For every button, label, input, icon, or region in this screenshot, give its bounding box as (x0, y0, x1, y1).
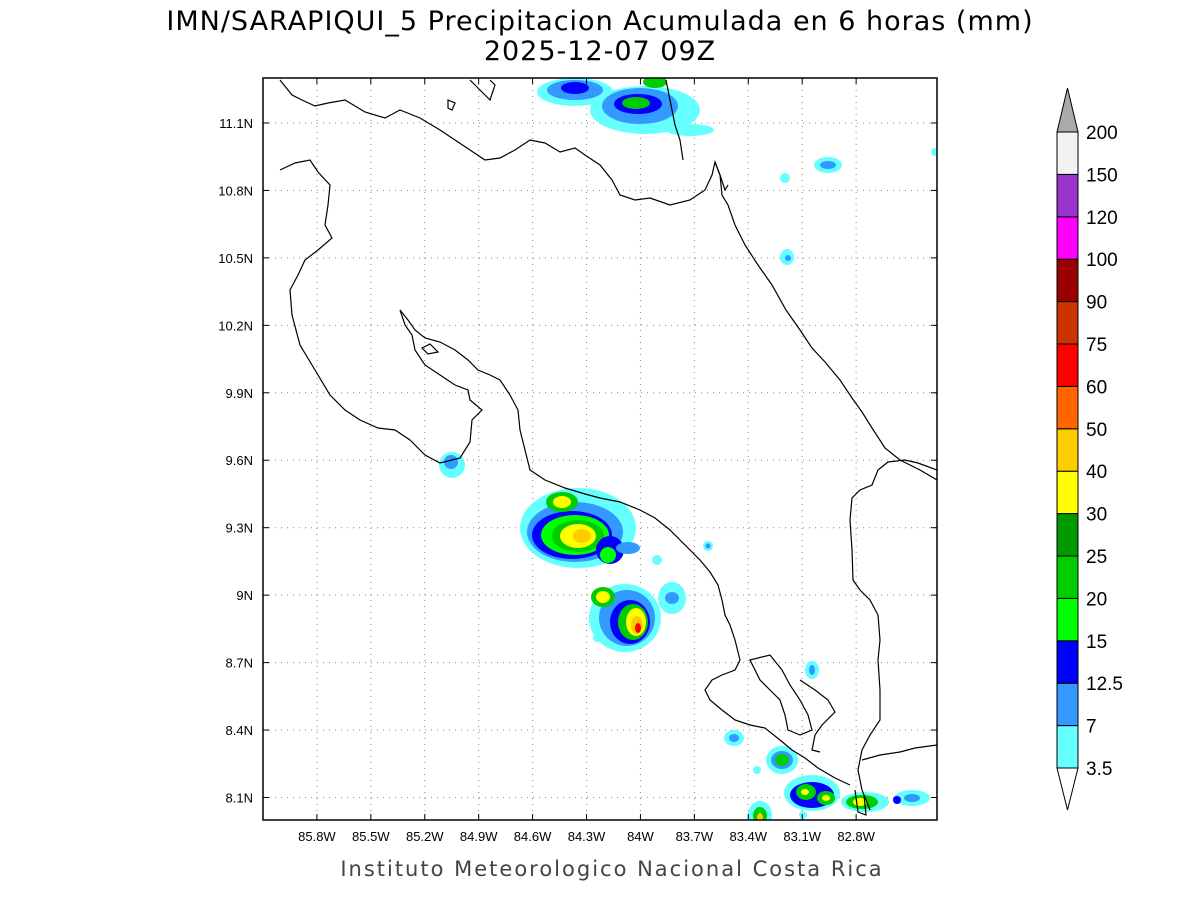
colorbar-swatch (1056, 682, 1079, 727)
lon-tick-label: 82.8W (837, 829, 875, 844)
colorbar-swatch (1056, 428, 1079, 472)
colorbar-level-label: 150 (1086, 165, 1118, 186)
osa-area (799, 679, 836, 753)
lat-tick-label: 8.7N (226, 656, 253, 671)
colorbar-level-label: 40 (1086, 462, 1107, 483)
colorbar-level-label: 3.5 (1086, 759, 1112, 780)
colorbar-swatch (1056, 258, 1079, 303)
colorbar-top-arrow (1056, 87, 1079, 133)
colorbar-swatch (1056, 555, 1079, 599)
lat-tick-label: 10.5N (218, 251, 253, 266)
colorbar-swatch (1056, 216, 1079, 260)
lon-tick-label: 85.8W (298, 829, 336, 844)
colorbar-level-label: 7 (1086, 717, 1097, 738)
lat-tick-label: 11.1N (219, 116, 253, 131)
panama-coast-south (861, 744, 937, 761)
precip-cell-north-a (537, 78, 613, 106)
lon-tick-label: 84.9W (460, 829, 498, 844)
colorbar-level-label: 15 (1086, 632, 1107, 653)
map-subtitle-date: 2025-12-07 09Z (484, 36, 716, 67)
precip-cell-south (724, 661, 930, 820)
colorbar-level-label: 75 (1086, 335, 1107, 356)
colorbar-level-label: 200 (1086, 123, 1118, 144)
map-frame (262, 77, 938, 821)
lat-tick-label: 9.9N (226, 386, 253, 401)
precip-cell-central-a (520, 488, 640, 568)
lat-tick-label: 9.6N (226, 453, 253, 468)
lat-tick-label: 8.1N (226, 791, 253, 806)
lon-tick-label: 83.7W (676, 829, 714, 844)
precipitation-field (439, 78, 937, 820)
colorbar-swatch (1056, 173, 1079, 218)
pacific-coast-north (279, 159, 851, 786)
colorbar-swatch (1056, 597, 1079, 642)
lon-tick-label: 83.4W (729, 829, 767, 844)
lon-tick-label: 85.2W (406, 829, 444, 844)
lat-tick-label: 9N (236, 588, 253, 603)
colorbar: 3.5 7 12.5 15 20 25 30 40 50 60 75 90 100 120 150 200 (1056, 87, 1123, 811)
golfo-dulce (749, 654, 813, 736)
axis-ticks: 85.8W 85.5W 85.2W 84.9W 84.6W 84.3W 84W 83.7W 83… (218, 78, 937, 844)
colorbar-swatch (1056, 301, 1079, 345)
burica-peninsula (854, 789, 867, 816)
colorbar-swatch (1056, 470, 1079, 515)
colorbar-level-label: 90 (1086, 293, 1107, 314)
isla-chira (420, 343, 440, 355)
lon-tick-label: 83.1W (783, 829, 821, 844)
lat-tick-label: 10.2N (218, 318, 253, 333)
caribbean-coast (714, 161, 937, 481)
grid-lines (263, 78, 937, 820)
panama-border (849, 459, 937, 811)
lat-tick-label: 9.3N (226, 521, 253, 536)
lon-tick-label: 85.5W (352, 829, 390, 844)
colorbar-swatch (1056, 513, 1079, 557)
lon-tick-label: 84.3W (568, 829, 606, 844)
nicaragua-border (665, 79, 684, 161)
colorbar-swatch (1056, 640, 1079, 684)
credit-text: Instituto Meteorologico Nacional Costa R… (340, 857, 883, 881)
precip-cell-north-b (590, 78, 714, 136)
colorbar-level-label: 25 (1086, 547, 1107, 568)
lat-tick-label: 8.4N (226, 723, 253, 738)
colorbar-bottom-arrow (1056, 767, 1079, 811)
lake-nicaragua-shore (469, 79, 496, 102)
colorbar-swatch (1056, 131, 1079, 175)
colorbar-level-label: 12.5 (1086, 674, 1123, 695)
colorbar-level-label: 20 (1086, 589, 1107, 610)
small-island (447, 99, 456, 111)
colorbar-swatch (1056, 725, 1079, 769)
precip-cell-central-b (589, 541, 713, 652)
colorbar-level-label: 100 (1086, 250, 1118, 271)
precip-cell-northeast (780, 148, 937, 265)
colorbar-swatch (1056, 385, 1079, 430)
lon-tick-label: 84W (627, 829, 654, 844)
lon-tick-label: 84.6W (514, 829, 552, 844)
map-title: IMN/SARAPIQUI_5 Precipitacion Acumulada … (166, 6, 1033, 37)
colorbar-level-label: 50 (1086, 420, 1107, 441)
colorbar-level-label: 30 (1086, 505, 1107, 526)
coastlines-and-borders (279, 79, 937, 816)
lat-tick-label: 10.8N (218, 183, 253, 198)
colorbar-level-label: 60 (1086, 377, 1107, 398)
nicaragua-lake-coast (279, 79, 729, 206)
colorbar-level-label: 120 (1086, 208, 1118, 229)
colorbar-swatch (1056, 343, 1079, 387)
